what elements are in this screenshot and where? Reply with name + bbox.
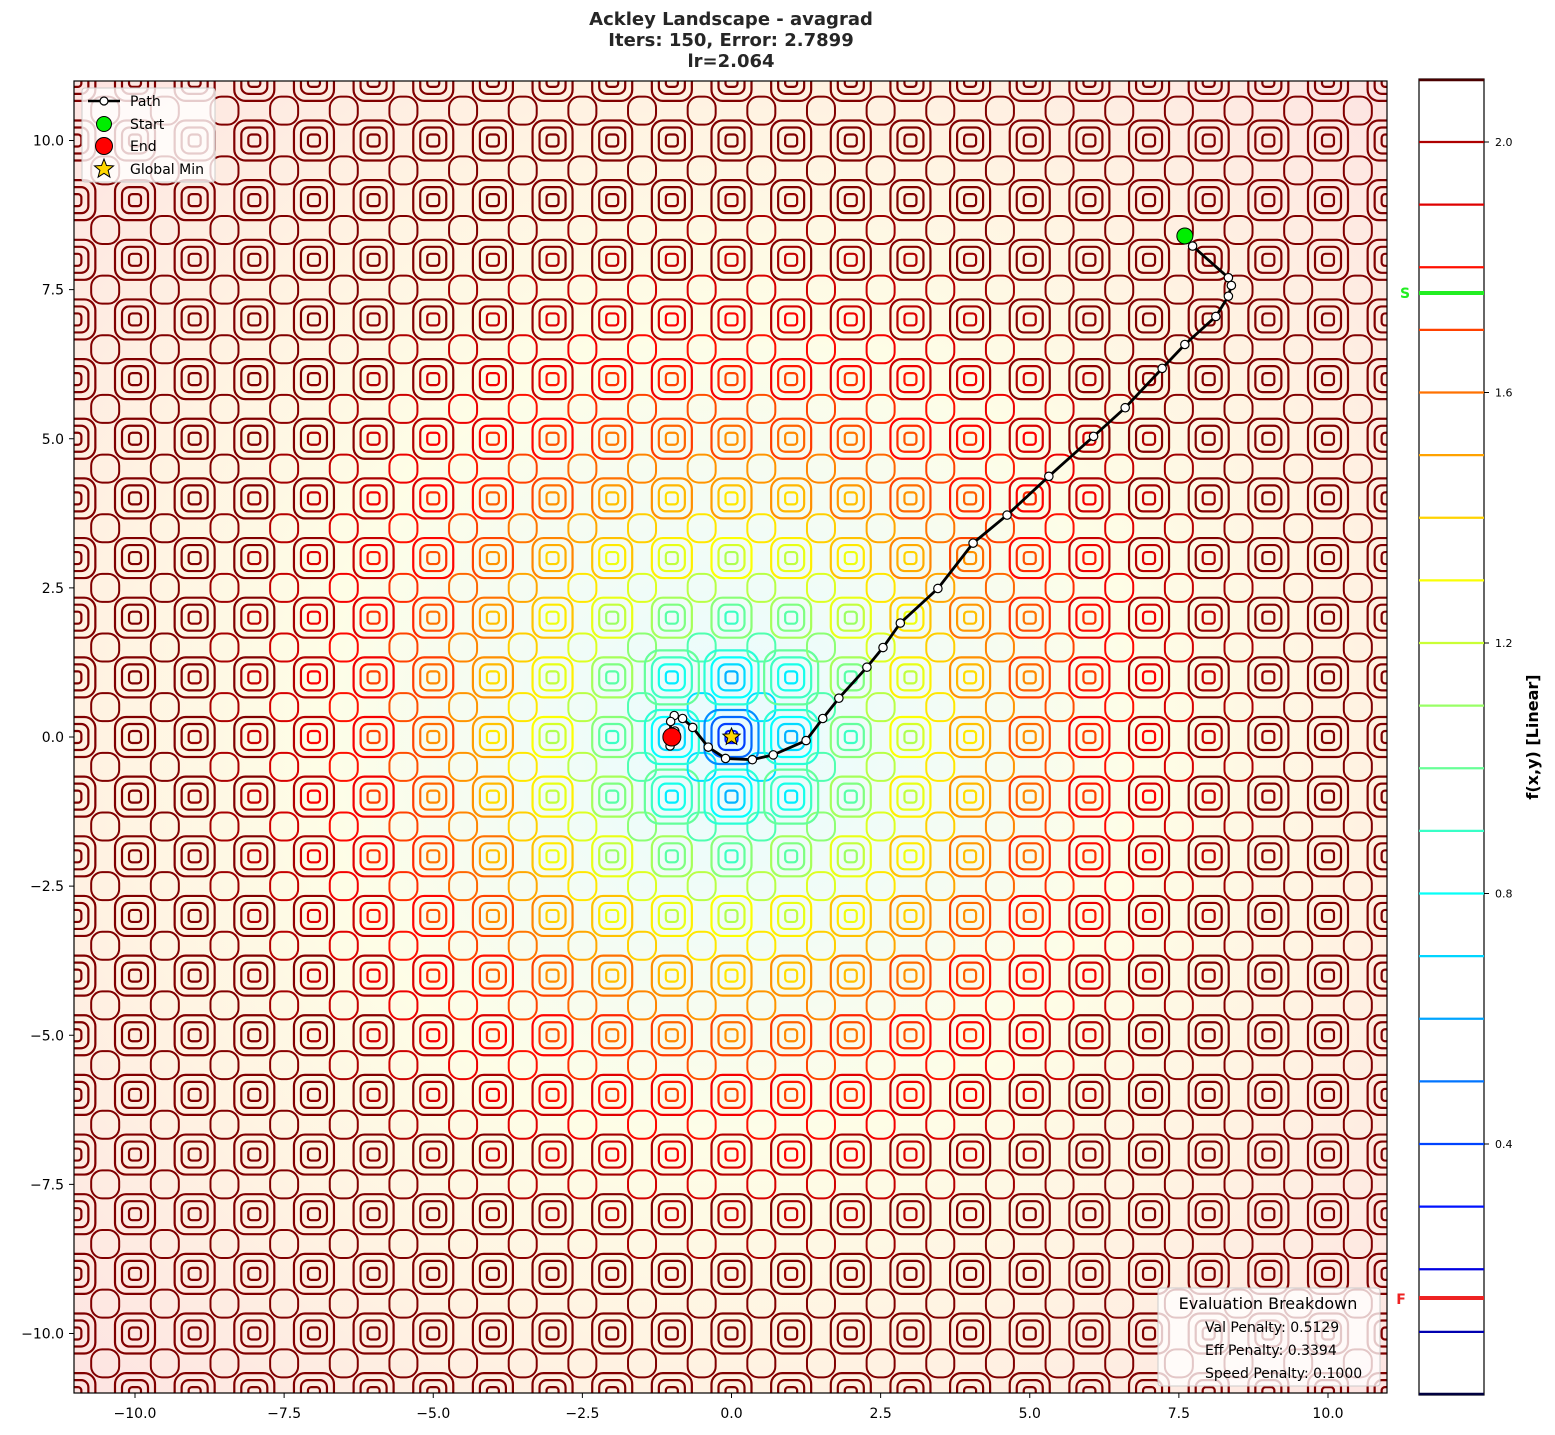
y-tick-label: 5.0 <box>42 432 64 448</box>
path-point <box>834 693 844 704</box>
path-point <box>1044 471 1054 482</box>
star-icon <box>93 157 115 179</box>
evaluation-title: Evaluation Breakdown <box>1179 1294 1358 1313</box>
colorbar-levels <box>1419 78 1484 1396</box>
colorbar-tick-label: 0.4 <box>1495 1138 1513 1151</box>
path-point <box>677 713 688 724</box>
path-point <box>801 735 811 746</box>
x-tick-label: 5.0 <box>1019 1406 1041 1422</box>
colorbar-frame <box>1418 78 1485 1396</box>
path-point <box>1180 339 1190 350</box>
end-marker <box>662 727 682 747</box>
legend-label-start: Start <box>130 117 165 133</box>
start-marker <box>1176 227 1194 245</box>
legend-item-end: End <box>95 137 157 155</box>
path-marker-icon <box>99 96 109 106</box>
path-point <box>747 754 758 765</box>
y-tick-label: −5.0 <box>30 1028 64 1044</box>
x-tick-label: 2.5 <box>869 1406 891 1422</box>
colorbar-tick-label: 1.2 <box>1495 637 1513 650</box>
legend-label-global-min: Global Min <box>130 162 204 178</box>
path-point <box>1088 431 1099 442</box>
path-point <box>1002 510 1012 520</box>
colorbar-tick-label: 1.6 <box>1495 387 1513 400</box>
legend-item-global-min: Global Min <box>93 157 204 179</box>
x-tick-label: −5.0 <box>416 1406 450 1422</box>
path-point <box>687 722 698 733</box>
path-point <box>933 583 943 594</box>
speed-penalty: Speed Penalty: 0.1000 <box>1205 1366 1362 1382</box>
legend-item-path: Path <box>88 94 161 110</box>
colorbar: 2.0 1.6 1.2 0.8 0.4 S F f(x,y) [Linear] <box>1396 78 1542 1396</box>
end-circle-icon <box>95 137 113 155</box>
x-tick-label: 7.5 <box>1168 1406 1190 1422</box>
path-point <box>665 716 676 727</box>
path-point <box>862 662 872 673</box>
path-point <box>1157 363 1167 374</box>
path-point <box>1223 291 1234 301</box>
path-point <box>817 713 828 724</box>
path-point <box>1120 402 1130 413</box>
y-tick-label: −7.5 <box>30 1177 64 1193</box>
evaluation-breakdown-box: Evaluation Breakdown Val Penalty: 0.5129… <box>1157 1287 1381 1387</box>
path-point <box>720 753 731 764</box>
legend-label-path: Path <box>130 94 161 110</box>
x-tick-label: 0.0 <box>720 1406 742 1422</box>
val-penalty: Val Penalty: 0.5129 <box>1205 1320 1339 1336</box>
y-tick-label: −2.5 <box>30 879 64 895</box>
path-point <box>1211 311 1221 322</box>
colorbar-tick-label: 2.0 <box>1495 136 1513 149</box>
colorbar-ticks: 2.0 1.6 1.2 0.8 0.4 <box>1484 136 1513 1151</box>
path-point <box>1223 272 1234 283</box>
path-point <box>878 642 888 653</box>
path-point <box>895 618 906 628</box>
y-tick-label: 10.0 <box>33 134 64 150</box>
legend-label-end: End <box>130 139 157 155</box>
colorbar-label: f(x,y) [Linear] <box>1523 674 1542 799</box>
legend: Path Start End Global Min <box>81 87 216 183</box>
x-axis: −10.0 −7.5 −5.0 −2.5 0.0 2.5 5.0 7.5 10.0 <box>114 1393 1344 1422</box>
chart-title-line1: Ackley Landscape - avagrad <box>589 9 873 30</box>
x-tick-label: −2.5 <box>565 1406 599 1422</box>
start-circle-icon <box>96 116 112 132</box>
y-tick-label: −10.0 <box>21 1327 64 1343</box>
y-tick-label: 7.5 <box>42 283 64 299</box>
global-min-star-icon <box>721 726 742 746</box>
path-point <box>968 538 978 548</box>
x-tick-label: 10.0 <box>1312 1406 1343 1422</box>
path-point <box>703 742 714 752</box>
chart-title-line2: Iters: 150, Error: 2.7899 <box>608 30 854 51</box>
chart-title: Ackley Landscape - avagrad Iters: 150, E… <box>0 9 1462 72</box>
y-tick-label: 0.0 <box>42 730 64 746</box>
colorbar-end-marker-label: F <box>1396 1292 1406 1308</box>
y-axis: 10.0 7.5 5.0 2.5 0.0 −2.5 −5.0 −7.5 −10.0 <box>21 134 74 1343</box>
contour-layer <box>74 81 1387 1393</box>
x-tick-label: −10.0 <box>114 1406 157 1422</box>
path-point <box>1187 241 1198 251</box>
eff-penalty: Eff Penalty: 0.3394 <box>1205 1343 1337 1359</box>
colorbar-tick-label: 0.8 <box>1495 888 1513 901</box>
x-tick-label: −7.5 <box>267 1406 301 1422</box>
legend-item-start: Start <box>96 116 165 133</box>
y-tick-label: 2.5 <box>42 581 64 597</box>
chart-title-line3: lr=2.064 <box>687 51 775 72</box>
optimizer-path <box>662 227 1237 765</box>
path-point <box>768 750 779 760</box>
colorbar-start-marker-label: S <box>1400 286 1410 302</box>
path-point <box>1226 280 1237 291</box>
